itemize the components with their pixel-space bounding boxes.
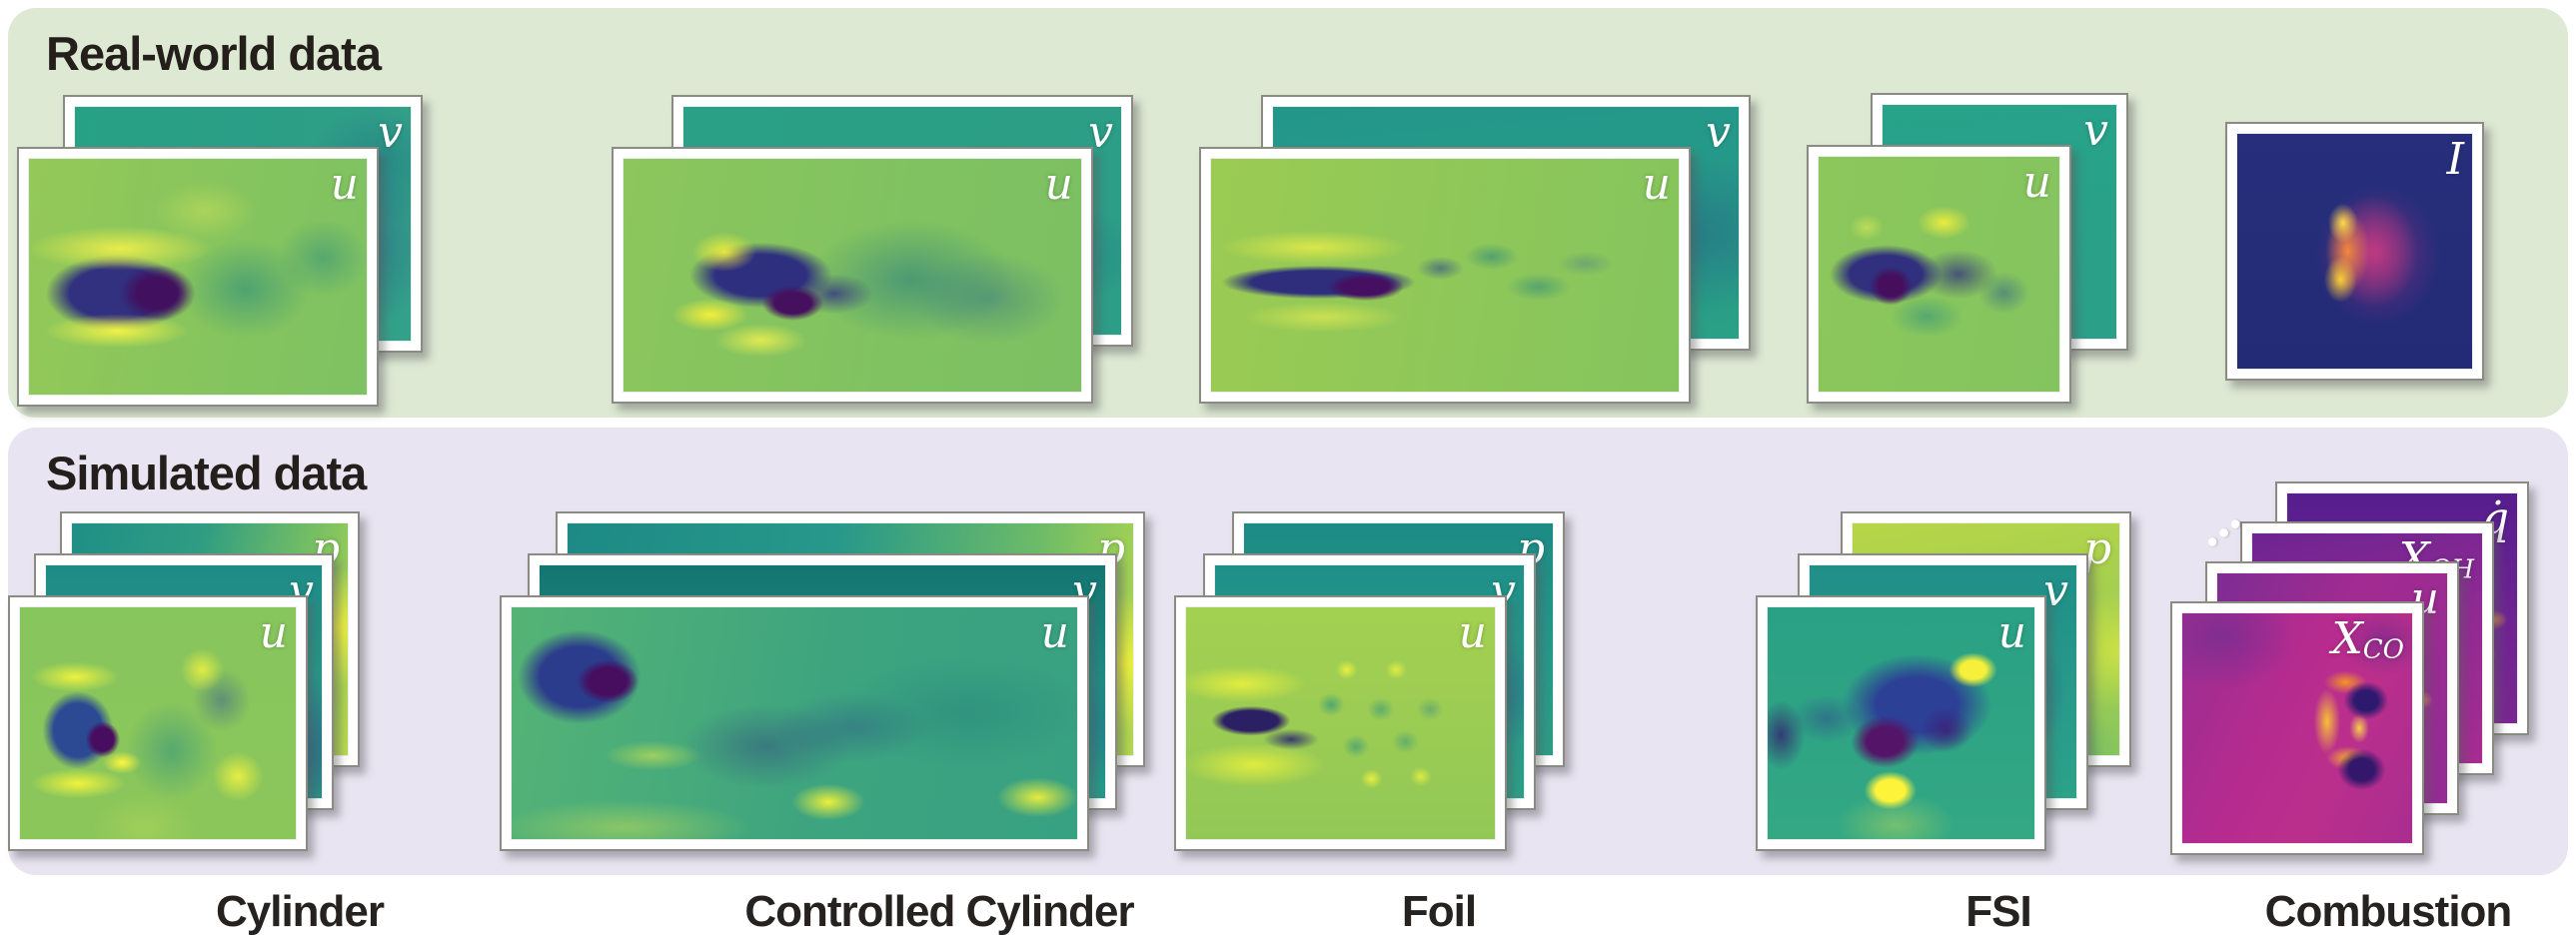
real-cylinder-u-card: u	[17, 147, 379, 407]
real-controlled-cylinder-u-image	[623, 158, 1082, 393]
real-fsi-v-label: v	[2083, 105, 2108, 156]
sim-cylinder-u-label: u	[259, 607, 288, 658]
sim-foil-u-image	[1185, 606, 1496, 840]
caption-foil: Foil	[1401, 887, 1477, 936]
real-foil-u-card: u	[1199, 147, 1691, 404]
sim-combustion-xco-image	[2181, 612, 2413, 844]
real-cylinder-v-label: v	[378, 107, 403, 158]
sim-controlled-cylinder-u-card: u	[500, 595, 1089, 851]
caption-combustion: Combustion	[2264, 887, 2513, 936]
sim-combustion-xco-card: XCO	[2170, 601, 2424, 855]
real-combustion-I-card: I	[2225, 122, 2484, 381]
real-fsi-u-label: u	[2022, 157, 2051, 208]
sim-fsi-u-image	[1767, 606, 2035, 840]
sim-fsi-v-label: v	[2043, 565, 2068, 616]
real-foil-u-label: u	[1642, 159, 1671, 210]
sim-controlled-cylinder-u-image	[511, 606, 1078, 840]
real-combustion-I-image	[2236, 133, 2473, 370]
real-controlled-cylinder-u-card: u	[612, 147, 1093, 404]
caption-cylinder: Cylinder	[215, 887, 385, 936]
sim-foil-u-label: u	[1458, 607, 1487, 658]
real-foil-u-image	[1210, 158, 1680, 393]
sim-controlled-cylinder-u-label: u	[1040, 607, 1069, 658]
sim-foil-u-card: u	[1174, 595, 1507, 851]
sim-cylinder-u-card: u	[8, 595, 308, 851]
real-fsi-u-card: u	[1807, 145, 2071, 404]
real-fsi-u-image	[1818, 156, 2060, 393]
real-combustion-I-label: I	[2446, 134, 2464, 185]
sim-fsi-u-label: u	[1997, 607, 2026, 658]
real-controlled-cylinder-u-label: u	[1044, 159, 1073, 210]
real-cylinder-u-label: u	[330, 159, 359, 210]
real-cylinder-u-image	[28, 158, 368, 396]
real-foil-v-label: v	[1706, 107, 1731, 158]
sim-fsi-u-card: u	[1756, 595, 2046, 851]
real-world-panel-title: Real-world data	[46, 27, 382, 80]
simulated-panel-title: Simulated data	[46, 447, 367, 499]
sim-combustion-xco-label: XCO	[2331, 613, 2404, 665]
caption-controlled-cylinder: Controlled Cylinder	[744, 887, 1134, 936]
sim-cylinder-u-image	[19, 606, 297, 840]
caption-fsi: FSI	[1965, 887, 2031, 936]
